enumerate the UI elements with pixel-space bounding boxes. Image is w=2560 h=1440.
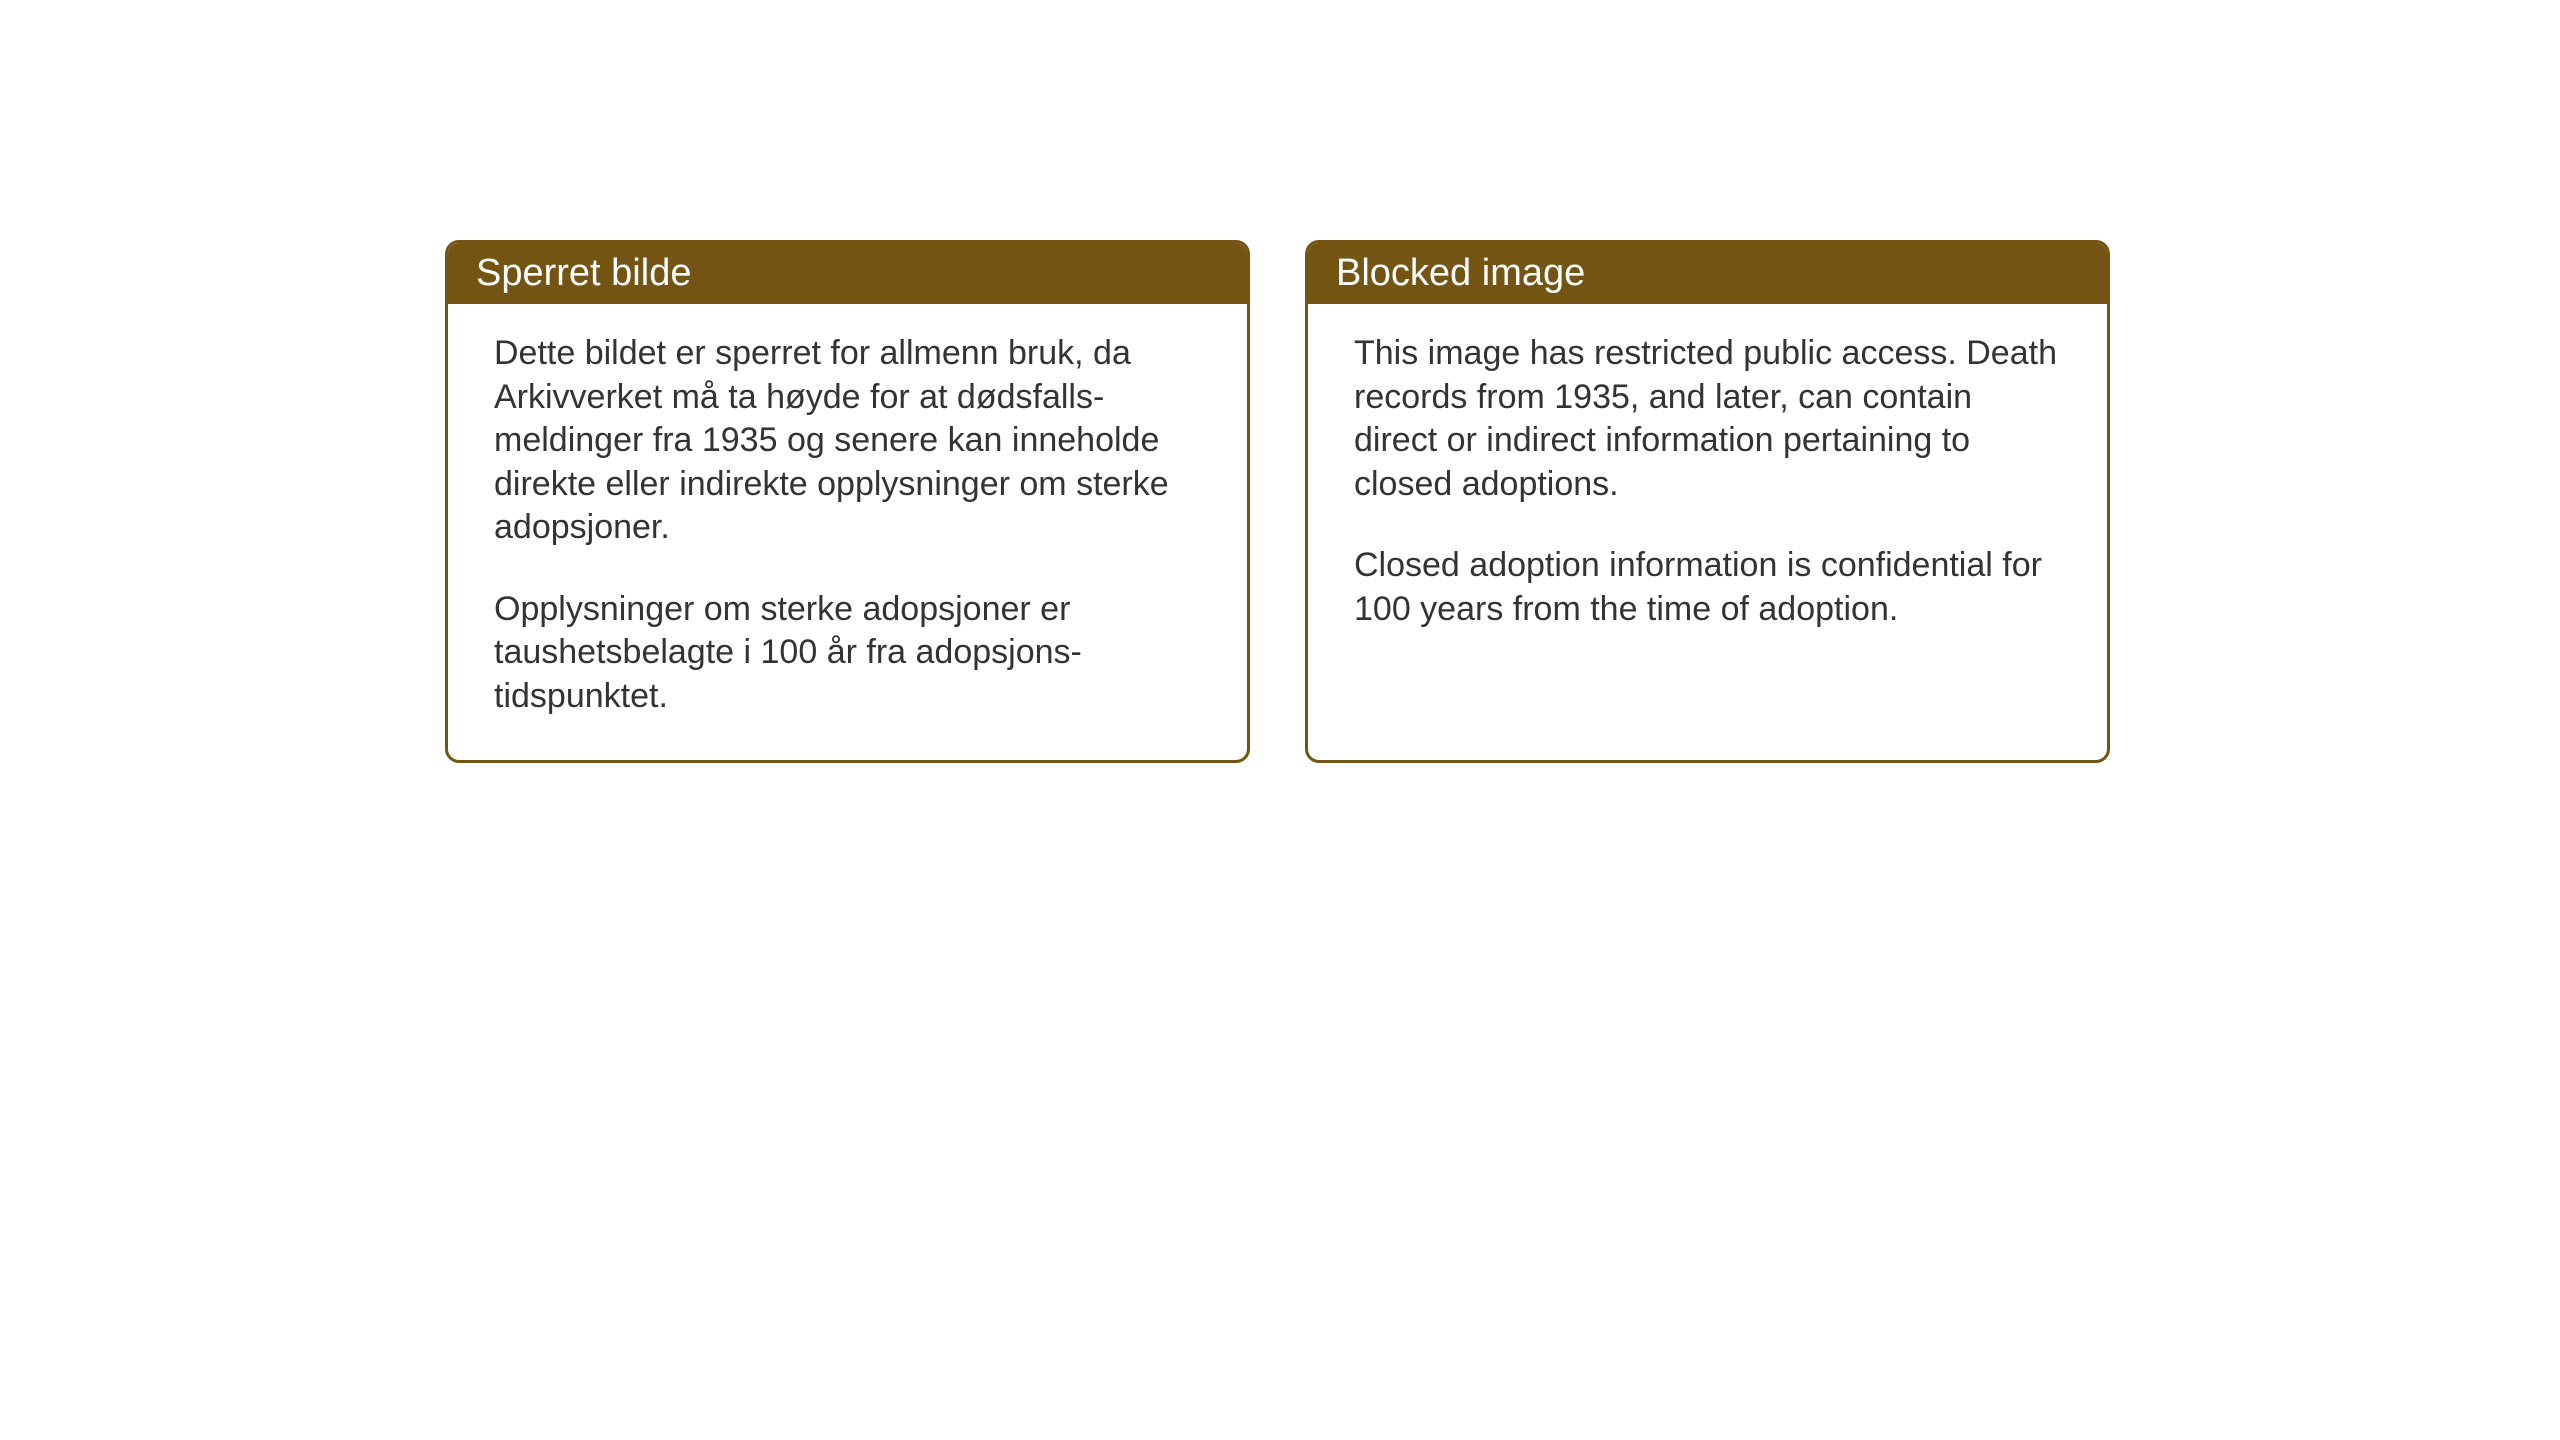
card-paragraph: Dette bildet er sperret for allmenn bruk… bbox=[494, 332, 1201, 550]
card-body-english: This image has restricted public access.… bbox=[1308, 304, 2107, 673]
card-paragraph: Opplysninger om sterke adopsjoner er tau… bbox=[494, 588, 1201, 719]
card-header-norwegian: Sperret bilde bbox=[448, 243, 1247, 304]
card-paragraph: Closed adoption information is confident… bbox=[1354, 544, 2061, 631]
notice-card-english: Blocked image This image has restricted … bbox=[1305, 240, 2110, 763]
notice-cards-container: Sperret bilde Dette bildet er sperret fo… bbox=[445, 240, 2110, 763]
card-header-english: Blocked image bbox=[1308, 243, 2107, 304]
notice-card-norwegian: Sperret bilde Dette bildet er sperret fo… bbox=[445, 240, 1250, 763]
card-paragraph: This image has restricted public access.… bbox=[1354, 332, 2061, 506]
card-body-norwegian: Dette bildet er sperret for allmenn bruk… bbox=[448, 304, 1247, 760]
